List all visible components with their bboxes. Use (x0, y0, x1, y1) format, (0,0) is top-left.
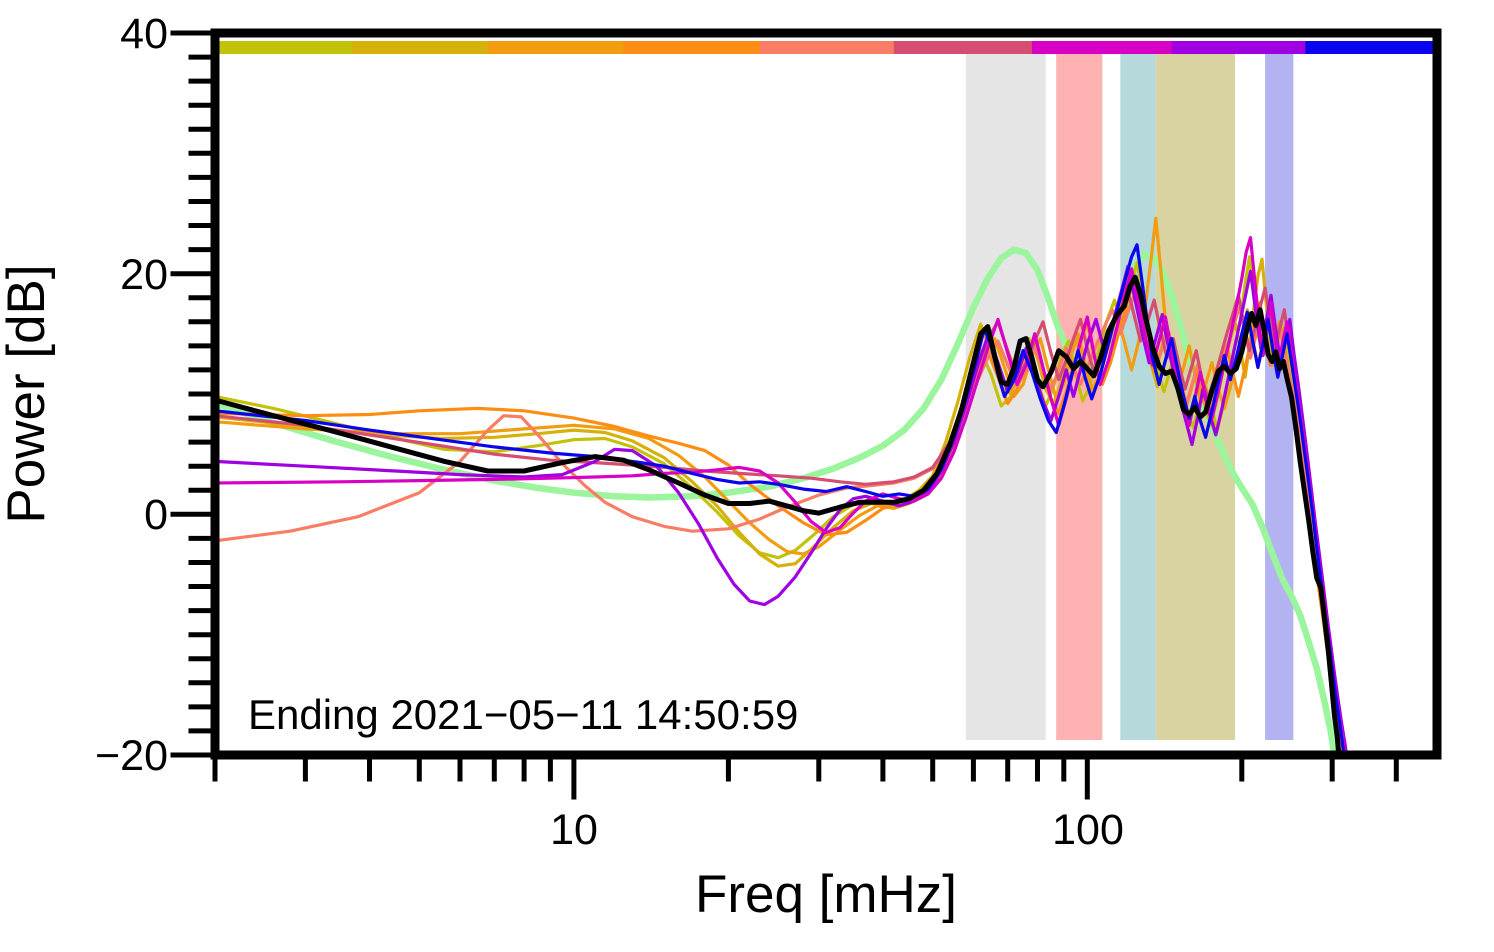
band-periwinkle (1265, 54, 1294, 740)
spectra-curves (219, 216, 1348, 751)
shaded-bands (965, 54, 1294, 740)
axis-ticks (170, 30, 1399, 800)
top-bar-segment-7 (1031, 41, 1173, 54)
x-tick-label-10: 10 (550, 806, 598, 854)
top-bar-segment-6 (893, 41, 1033, 54)
top-color-bar (219, 41, 1434, 54)
top-bar-segment-5 (759, 41, 895, 54)
top-bar-segment-9 (1305, 41, 1434, 54)
x-axis-title: Freq [mHz] (695, 865, 957, 924)
curve-spectrum-8 (219, 236, 1346, 751)
curve-spectrum-5 (219, 291, 1346, 751)
top-bar-segment-3 (487, 41, 625, 54)
timestamp-annotation: Ending 2021−05−11 14:50:59 (248, 691, 798, 738)
top-bar-segment-1 (219, 41, 354, 54)
top-bar-segment-4 (623, 41, 761, 54)
band-teal (1120, 54, 1156, 740)
plot-frame (210, 28, 1442, 760)
top-bar-segment-8 (1171, 41, 1307, 54)
x-tick-label-100: 100 (1052, 806, 1124, 854)
y-tick-label-20: 20 (120, 251, 168, 299)
y-axis-title: Power [dB] (0, 264, 56, 523)
y-tick-label-40: 40 (120, 10, 168, 58)
curve-spectrum-9 (219, 243, 1345, 751)
curve-mean-spectrum (219, 274, 1341, 751)
top-bar-segment-2 (352, 41, 489, 54)
y-tick-label-0: 0 (144, 491, 168, 539)
y-tick-label-neg20: −20 (95, 732, 168, 780)
